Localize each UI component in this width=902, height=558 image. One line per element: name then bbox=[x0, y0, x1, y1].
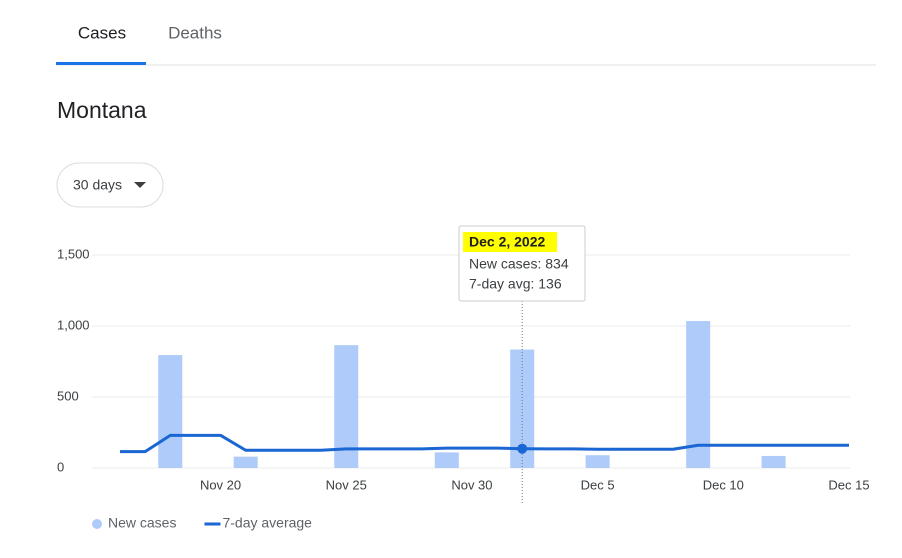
tooltip-highlight bbox=[463, 232, 557, 252]
y-tick-label: 1,500 bbox=[57, 246, 90, 261]
x-tick-label: Nov 25 bbox=[326, 477, 367, 492]
bar bbox=[158, 355, 183, 468]
bar bbox=[233, 456, 258, 468]
tab[interactable]: Deaths bbox=[168, 23, 222, 42]
bar bbox=[761, 455, 786, 468]
y-tick-label: 1,000 bbox=[57, 317, 90, 332]
x-tick-label: Dec 10 bbox=[703, 477, 744, 492]
region-title: Montana bbox=[57, 97, 147, 123]
tab-indicator bbox=[56, 62, 146, 65]
range-button[interactable]: 30 days bbox=[56, 162, 164, 208]
x-tick-label: Nov 20 bbox=[200, 477, 241, 492]
dropdown-arrow bbox=[134, 182, 146, 188]
tooltip-title: Dec 2, 2022 bbox=[469, 234, 545, 250]
y-tick-label: 500 bbox=[57, 388, 79, 403]
legend-swatch bbox=[92, 519, 102, 529]
tab[interactable]: Cases bbox=[78, 23, 126, 42]
legend-label: 7-day average bbox=[222, 515, 312, 531]
bar bbox=[434, 452, 459, 468]
x-tick-label: Dec 15 bbox=[828, 477, 869, 492]
y-tick-label: 0 bbox=[57, 459, 64, 474]
bar bbox=[585, 455, 610, 468]
hover-point bbox=[517, 443, 528, 454]
bar bbox=[686, 321, 711, 468]
x-tick-label: Nov 30 bbox=[451, 477, 492, 492]
tooltip-line: 7-day avg: 136 bbox=[469, 276, 562, 292]
x-tick-label: Dec 5 bbox=[581, 477, 615, 492]
button-label: 30 days bbox=[73, 177, 122, 193]
tooltip-line: New cases: 834 bbox=[469, 256, 569, 272]
legend-label: New cases bbox=[108, 515, 176, 531]
line bbox=[120, 433, 849, 454]
button-frame bbox=[56, 162, 164, 208]
